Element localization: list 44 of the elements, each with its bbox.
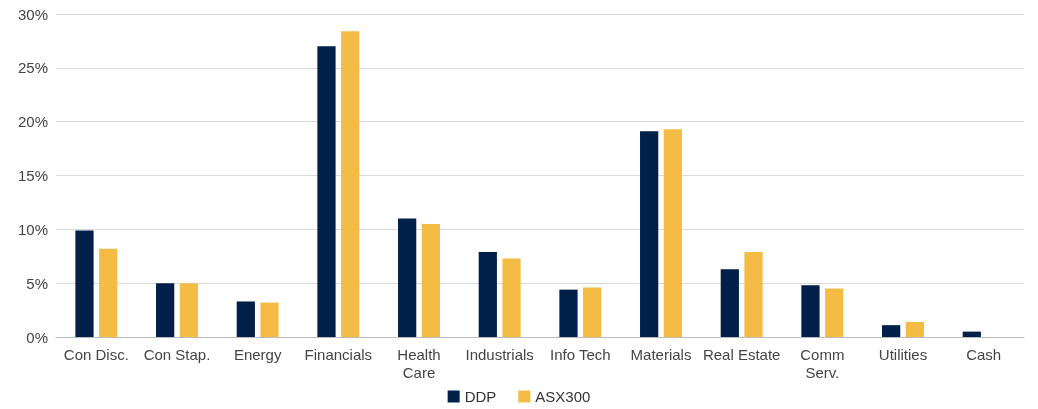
bar [720, 269, 739, 337]
bar [99, 248, 118, 337]
bar [156, 283, 175, 337]
y-tick-label: 0% [26, 328, 48, 346]
bar [583, 287, 602, 337]
x-tick-label: Materials [630, 345, 692, 363]
bar [640, 131, 659, 337]
bar [905, 321, 924, 337]
bar [341, 31, 360, 337]
x-tick-label: Con Disc. [63, 345, 129, 363]
x-tick-label: Utilities [878, 345, 928, 363]
x-tick-label: Health Care [397, 345, 441, 381]
x-tick-label: Info Tech [550, 345, 611, 363]
bar [663, 129, 682, 337]
bar [962, 331, 981, 337]
bar [179, 283, 198, 337]
bar [478, 251, 497, 337]
bar [559, 289, 578, 337]
bar [398, 218, 417, 337]
bar [825, 288, 844, 337]
bar [744, 251, 763, 337]
x-tick-label: Cash [966, 345, 1002, 363]
y-tick-label: 30% [17, 5, 48, 23]
x-tick-label: Comm Serv. [800, 345, 845, 381]
x-tick-label: Con Stap. [143, 345, 211, 363]
bar [502, 258, 521, 337]
y-tick-label: 10% [17, 220, 48, 238]
x-tick-label: Real Estate [702, 345, 781, 363]
bar [421, 223, 440, 337]
y-tick-label: 20% [17, 113, 48, 131]
y-tick-label: 5% [26, 274, 48, 292]
legend-label: DDP [464, 388, 497, 405]
y-tick-label: 15% [17, 167, 48, 184]
bar [801, 285, 820, 337]
x-tick-label: Energy [233, 345, 282, 363]
bar [317, 46, 336, 337]
legend-label: ASX300 [535, 388, 591, 405]
x-tick-label: Industrials [465, 345, 534, 363]
bar [75, 230, 94, 337]
bar [882, 325, 901, 337]
bar [260, 302, 279, 337]
x-tick-label: Financials [304, 345, 373, 363]
bar [236, 301, 255, 337]
y-tick-label: 25% [17, 59, 48, 77]
